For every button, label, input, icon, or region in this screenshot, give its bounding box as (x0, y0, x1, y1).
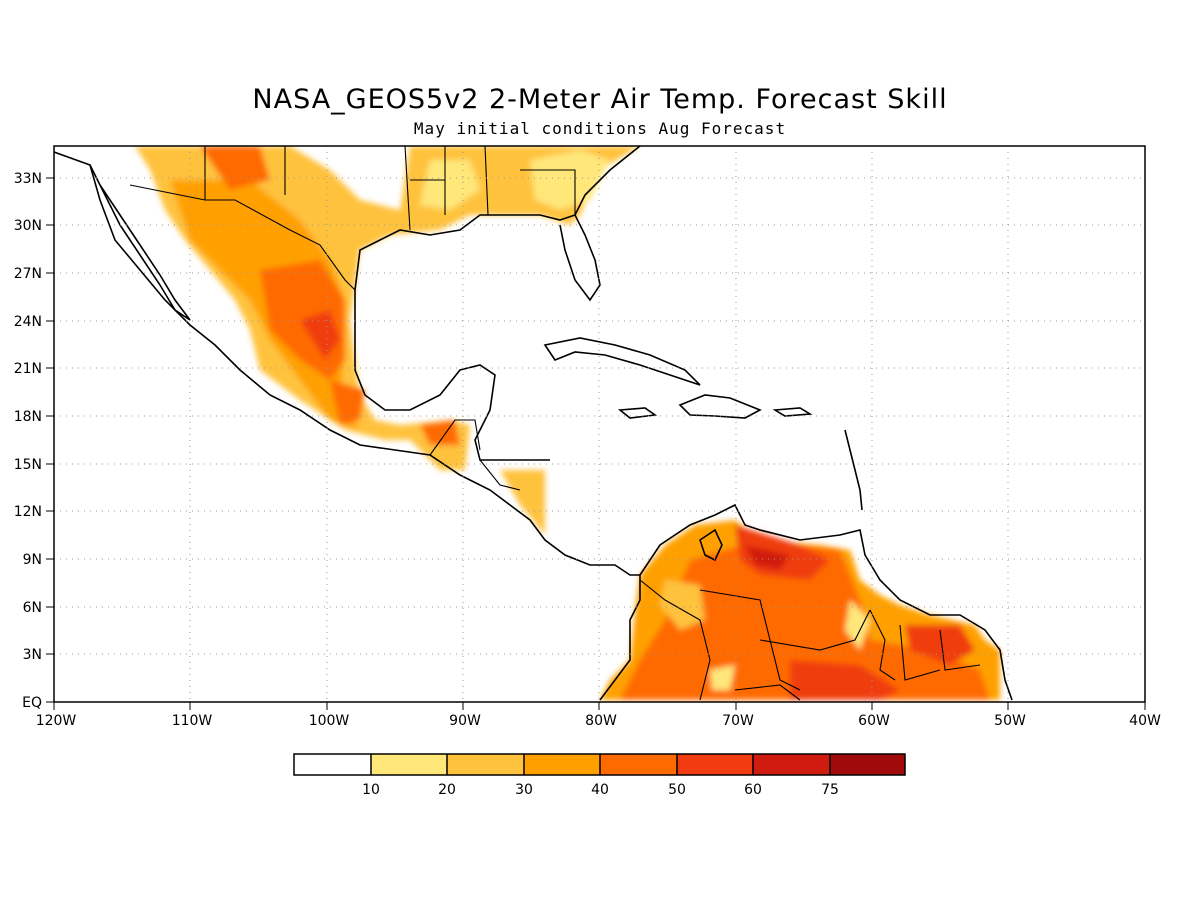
lon-label-50w: 50W (994, 713, 1026, 729)
lon-axis (53, 702, 1146, 710)
colorbar-label-10: 10 (362, 782, 380, 798)
lon-label-40w: 40W (1129, 713, 1161, 729)
chart-title: NASA_GEOS5v2 2-Meter Air Temp. Forecast … (252, 84, 948, 115)
coastlines (54, 146, 1013, 701)
lat-label-24n: 24N (14, 314, 42, 330)
colorbar-swatch-0 (294, 754, 371, 775)
colorbar-swatch-3 (524, 754, 600, 775)
lat-label-6n: 6N (23, 600, 42, 616)
colorbar-label-30: 30 (515, 782, 533, 798)
lon-label-100w: 100W (309, 713, 350, 729)
lat-label-12n: 12N (14, 504, 42, 520)
lat-axis (46, 177, 54, 703)
lat-label-30n: 30N (14, 218, 42, 234)
lat-label-33n: 33N (14, 171, 42, 187)
lon-label-70w: 70W (722, 713, 754, 729)
colorbar-swatch-4 (600, 754, 677, 775)
colorbar-swatch-5 (677, 754, 753, 775)
colorbar-label-50: 50 (668, 782, 686, 798)
lat-label-eq: EQ (22, 695, 42, 711)
skill-field-south-america (600, 520, 1000, 700)
colorbar-swatch-7 (830, 754, 905, 775)
colorbar-label-40: 40 (591, 782, 609, 798)
borders (129, 146, 981, 701)
lat-label-27n: 27N (14, 266, 42, 282)
colorbar-swatch-2 (447, 754, 524, 775)
chart-subtitle: May initial conditions Aug Forecast (413, 119, 787, 138)
lat-label-9n: 9N (23, 552, 42, 568)
colorbar-swatch-6 (753, 754, 830, 775)
lon-label-90w: 90W (449, 713, 481, 729)
colorbar-swatch-1 (371, 754, 447, 775)
colorbar-label-60: 60 (744, 782, 762, 798)
lat-label-3n: 3N (23, 647, 42, 663)
lat-label-15n: 15N (14, 457, 42, 473)
lon-label-110w: 110W (172, 713, 213, 729)
colorbar: 10 20 30 40 50 60 75 (293, 753, 906, 798)
lon-label-80w: 80W (585, 713, 617, 729)
lon-label-120w: 120W (36, 713, 77, 729)
lon-label-60w: 60W (858, 713, 890, 729)
lat-label-18n: 18N (14, 409, 42, 425)
colorbar-label-20: 20 (438, 782, 456, 798)
lat-label-21n: 21N (14, 361, 42, 377)
skill-field (135, 146, 1000, 700)
colorbar-label-75: 75 (821, 782, 839, 798)
